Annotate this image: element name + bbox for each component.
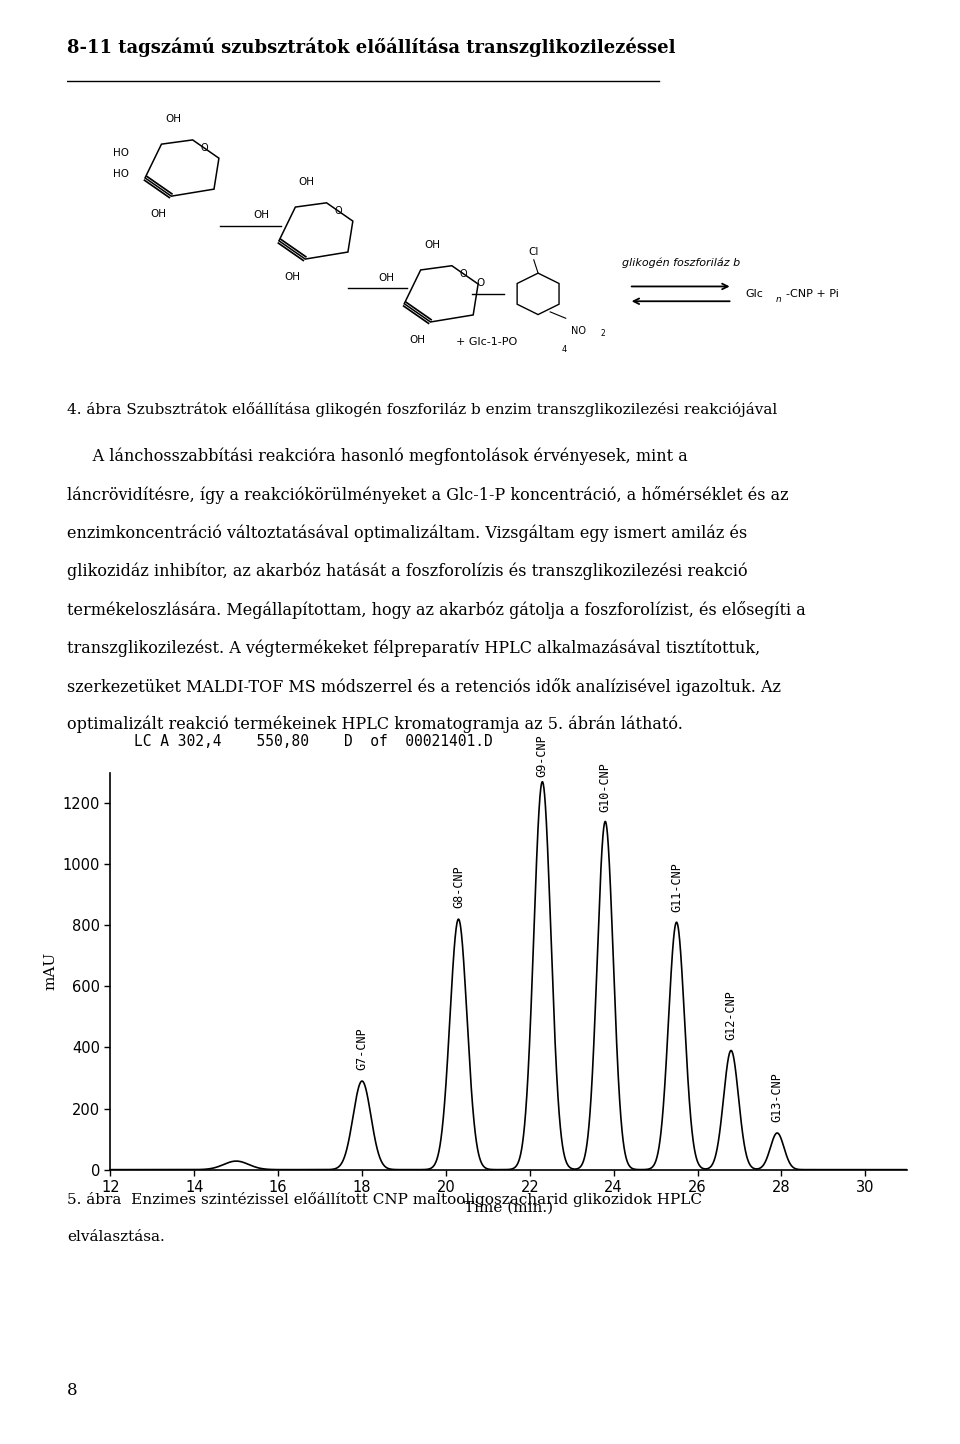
Text: transzglikozilezést. A végtermékeket félpreparatív HPLC alkalmazásával tisztítot: transzglikozilezést. A végtermékeket fél…	[67, 640, 760, 657]
Text: termékeloszlására. Megállapítottam, hogy az akarbóz gátolja a foszforolízist, és: termékeloszlására. Megállapítottam, hogy…	[67, 601, 806, 619]
Text: 8-11 tagszámú szubsztrátok előállítása transzglikozilezéssel: 8-11 tagszámú szubsztrátok előállítása t…	[67, 38, 676, 56]
Text: O: O	[476, 277, 484, 287]
Text: optimalizált reakció termékeinek HPLC kromatogramja az 5. ábrán látható.: optimalizált reakció termékeinek HPLC kr…	[67, 716, 684, 734]
Text: láncrövidítésre, így a reakciókörülményeket a Glc-1-P koncentráció, a hőmérsékle: láncrövidítésre, így a reakciókörülménye…	[67, 487, 789, 504]
Text: enzimkoncentráció változtatásával optimalizáltam. Vizsgáltam egy ismert amiláz é: enzimkoncentráció változtatásával optima…	[67, 524, 748, 542]
Text: 5. ábra  Enzimes szintézissel előállított CNP maltooligoszacharid glikozidok HPL: 5. ábra Enzimes szintézissel előállított…	[67, 1193, 702, 1207]
Text: HO: HO	[112, 147, 129, 157]
Text: O: O	[460, 269, 468, 279]
Text: 2: 2	[600, 329, 605, 338]
Text: OH: OH	[409, 335, 425, 345]
Text: Glc: Glc	[745, 289, 763, 299]
Text: O: O	[334, 205, 342, 215]
Text: 8: 8	[67, 1382, 78, 1399]
Text: A lánchosszabbítási reakcióra hasonló megfontolások érvényesek, mint a: A lánchosszabbítási reakcióra hasonló me…	[67, 448, 688, 465]
Text: OH: OH	[253, 211, 269, 221]
Text: G8-CNP: G8-CNP	[452, 866, 465, 908]
Text: 4. ábra Szubsztrátok előállítása glikogén foszforiláz b enzim transzglikozilezés: 4. ábra Szubsztrátok előállítása glikogé…	[67, 401, 778, 417]
X-axis label: Time (min.): Time (min.)	[465, 1200, 553, 1214]
Text: G10-CNP: G10-CNP	[599, 762, 612, 812]
Text: n: n	[776, 295, 781, 305]
Text: elválasztása.: elválasztása.	[67, 1230, 165, 1245]
Text: G13-CNP: G13-CNP	[771, 1073, 783, 1122]
Text: OH: OH	[150, 209, 166, 219]
Text: 4: 4	[562, 345, 566, 354]
Text: G7-CNP: G7-CNP	[355, 1028, 369, 1070]
Text: NO: NO	[571, 326, 586, 335]
Text: glikozidáz inhibítor, az akarbóz hatását a foszforolízis és transzglikozilezési : glikozidáz inhibítor, az akarbóz hatását…	[67, 563, 748, 580]
Y-axis label: mAU: mAU	[43, 952, 57, 991]
Text: + Glc-1-PO: + Glc-1-PO	[456, 336, 517, 347]
Text: szerkezetüket MALDI-TOF MS módszerrel és a retenciós idők analízisével igazoltuk: szerkezetüket MALDI-TOF MS módszerrel és…	[67, 677, 781, 696]
Text: G11-CNP: G11-CNP	[670, 862, 684, 911]
Text: OH: OH	[378, 273, 395, 283]
Text: G12-CNP: G12-CNP	[725, 991, 737, 1040]
Text: Cl: Cl	[529, 247, 539, 257]
Text: OH: OH	[424, 240, 440, 250]
Text: OH: OH	[284, 271, 300, 282]
Text: LC A 302,4    550,80    D  of  00021401.D: LC A 302,4 550,80 D of 00021401.D	[134, 734, 493, 748]
Text: OH: OH	[165, 114, 180, 124]
Text: HO: HO	[112, 169, 129, 179]
Text: O: O	[201, 143, 208, 153]
Text: OH: OH	[299, 178, 315, 188]
Text: G9-CNP: G9-CNP	[536, 735, 549, 777]
Text: glikogén foszforiláz b: glikogén foszforiláz b	[621, 257, 740, 269]
Text: -CNP + Pi: -CNP + Pi	[786, 289, 839, 299]
